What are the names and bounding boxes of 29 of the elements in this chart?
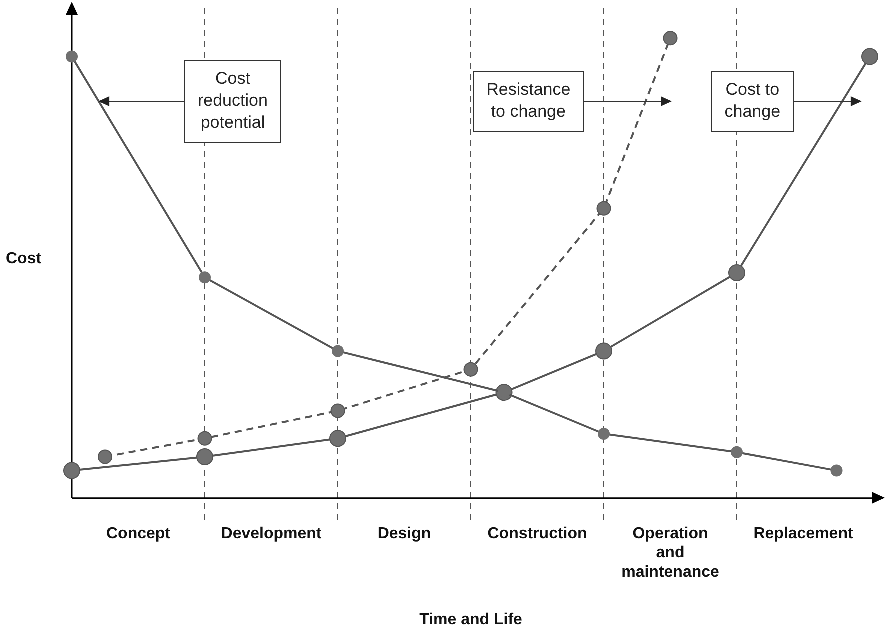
point xyxy=(332,345,344,358)
point xyxy=(598,428,610,440)
point xyxy=(731,446,743,458)
x-tick-label: Design xyxy=(378,525,432,542)
y-axis-title: Cost xyxy=(6,250,42,268)
point xyxy=(728,264,746,282)
point xyxy=(196,448,214,466)
x-tick-label: Operation and maintenance xyxy=(622,525,720,581)
point xyxy=(830,464,843,477)
x-tick-label: Construction xyxy=(488,525,588,542)
point xyxy=(64,462,80,480)
x-tick-label: Replacement xyxy=(754,525,854,542)
x-tick-label: Development xyxy=(221,525,322,542)
annotation: Resistance to change xyxy=(486,80,571,122)
point xyxy=(66,50,78,63)
annotation: Cost to change xyxy=(724,80,781,122)
point xyxy=(862,48,878,66)
x-axis-title: Time and Life xyxy=(420,611,523,628)
point xyxy=(330,404,346,418)
point xyxy=(98,450,112,464)
point xyxy=(198,431,212,446)
annotation: Cost reduction potential xyxy=(198,69,268,132)
point xyxy=(330,430,346,448)
point xyxy=(663,31,678,46)
point xyxy=(596,342,612,360)
point xyxy=(464,362,478,377)
point xyxy=(199,272,211,284)
x-tick-label: Concept xyxy=(106,525,172,542)
point xyxy=(596,201,612,216)
